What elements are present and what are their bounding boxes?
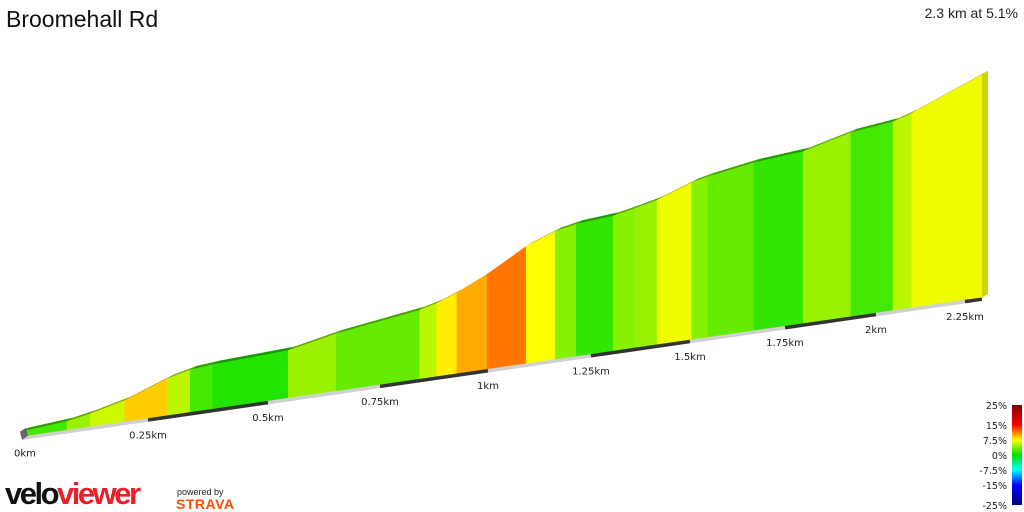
legend-label: -25% bbox=[982, 501, 1007, 512]
segment-face bbox=[575, 215, 614, 357]
segment-face bbox=[707, 162, 755, 338]
gradient-legend: 25% 15% 7.5% 0% -7.5% -15% -25% bbox=[979, 401, 1022, 512]
segment-top-surface bbox=[90, 396, 131, 415]
segment-face bbox=[189, 364, 214, 413]
segment-top-surface bbox=[613, 204, 641, 217]
segment-top-surface bbox=[753, 147, 810, 163]
axis-band bbox=[784, 312, 877, 330]
segment-top-surface bbox=[22, 417, 73, 432]
legend-label: -15% bbox=[982, 481, 1007, 492]
axis-tick-label: 2.25km bbox=[946, 312, 984, 323]
segment-face bbox=[436, 292, 458, 377]
segment-top-surface bbox=[691, 172, 714, 183]
segment-face bbox=[124, 378, 168, 423]
segment-face bbox=[656, 182, 693, 346]
axis-tick-label: 0.75km bbox=[361, 397, 399, 408]
segment-face bbox=[691, 176, 709, 340]
segment-title: Broomehall Rd bbox=[6, 6, 159, 32]
segment-top-surface bbox=[212, 346, 295, 365]
legend-label: -7.5% bbox=[979, 466, 1007, 477]
segment-face bbox=[802, 132, 852, 324]
strava-logo[interactable]: STRAVA bbox=[176, 496, 235, 512]
segment-face bbox=[850, 121, 894, 317]
axis-tick-label: 1.5km bbox=[674, 352, 705, 363]
segment-face bbox=[335, 309, 420, 392]
segment-top-surface bbox=[419, 299, 443, 311]
segment-top-surface bbox=[190, 360, 219, 370]
segment-top-surface bbox=[893, 109, 918, 122]
axis-tick-label: 1.25km bbox=[572, 366, 610, 377]
axis-tick-label: 0km bbox=[14, 449, 36, 460]
segment-end-face bbox=[982, 70, 988, 298]
gradient-color-bar bbox=[1012, 405, 1022, 505]
segment-face bbox=[554, 223, 577, 360]
axis-tick-label: 0.25km bbox=[129, 430, 167, 441]
axis-band bbox=[964, 297, 983, 304]
axis-tick-label: 2km bbox=[865, 325, 887, 336]
segment-face bbox=[486, 245, 527, 370]
legend-label: 15% bbox=[986, 421, 1007, 432]
profile-start-edge bbox=[20, 427, 28, 440]
profile-segments bbox=[21, 70, 988, 437]
axis-band bbox=[590, 339, 691, 358]
segment-top-surface bbox=[167, 365, 197, 379]
distance-axis: 0km 0.25km 0.5km 0.75km 1km 1.25km 1.5km 1.75km… bbox=[14, 297, 984, 460]
axis-tick-label: 1.75km bbox=[766, 338, 804, 349]
segment-face bbox=[892, 112, 912, 311]
segment-top-surface bbox=[336, 306, 426, 334]
segment-face bbox=[287, 333, 337, 399]
segment-top-surface bbox=[66, 410, 97, 422]
segment-face bbox=[612, 208, 636, 352]
segment-top-surface bbox=[555, 220, 583, 232]
axis-band bbox=[147, 400, 269, 422]
segment-face bbox=[911, 74, 983, 309]
axis-band bbox=[875, 299, 966, 317]
segment-summary: 2.3 km at 5.1% bbox=[924, 5, 1018, 21]
segment-face bbox=[753, 151, 804, 332]
segment-face bbox=[419, 303, 437, 380]
axis-band bbox=[21, 418, 149, 440]
legend-label: 25% bbox=[986, 401, 1007, 412]
segment-top-surface bbox=[850, 117, 900, 133]
axis-tick-label: 1km bbox=[477, 381, 499, 392]
axis-tick-label: 0.5km bbox=[252, 413, 283, 424]
axis-band bbox=[487, 354, 592, 373]
legend-label: 0% bbox=[992, 451, 1007, 462]
segment-top-surface bbox=[634, 196, 664, 209]
axis-band bbox=[379, 369, 489, 389]
axis-band bbox=[267, 384, 381, 405]
segment-top-surface bbox=[803, 128, 857, 152]
segment-top-surface bbox=[576, 212, 620, 225]
veloviewer-logo[interactable]: veloviewer bbox=[5, 476, 141, 511]
legend-label: 7.5% bbox=[983, 436, 1007, 447]
segment-face bbox=[526, 231, 556, 364]
segment-top-surface bbox=[707, 158, 760, 177]
powered-by-text: powered by bbox=[177, 487, 224, 497]
segment-face bbox=[634, 199, 658, 349]
axis-band bbox=[689, 325, 786, 344]
segment-face bbox=[456, 273, 488, 375]
segment-top-surface bbox=[288, 329, 343, 351]
